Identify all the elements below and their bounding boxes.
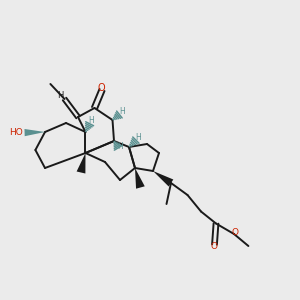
Text: H: H — [57, 92, 63, 100]
Text: O: O — [98, 82, 105, 93]
Text: HO: HO — [9, 128, 22, 137]
Polygon shape — [135, 168, 145, 189]
Text: H: H — [88, 116, 94, 125]
Text: H: H — [117, 142, 123, 151]
Polygon shape — [153, 171, 173, 187]
Text: O: O — [231, 228, 239, 237]
Polygon shape — [25, 129, 45, 136]
Text: H: H — [119, 107, 125, 116]
Polygon shape — [76, 153, 85, 173]
Text: O: O — [210, 242, 218, 251]
Text: H: H — [136, 134, 142, 142]
